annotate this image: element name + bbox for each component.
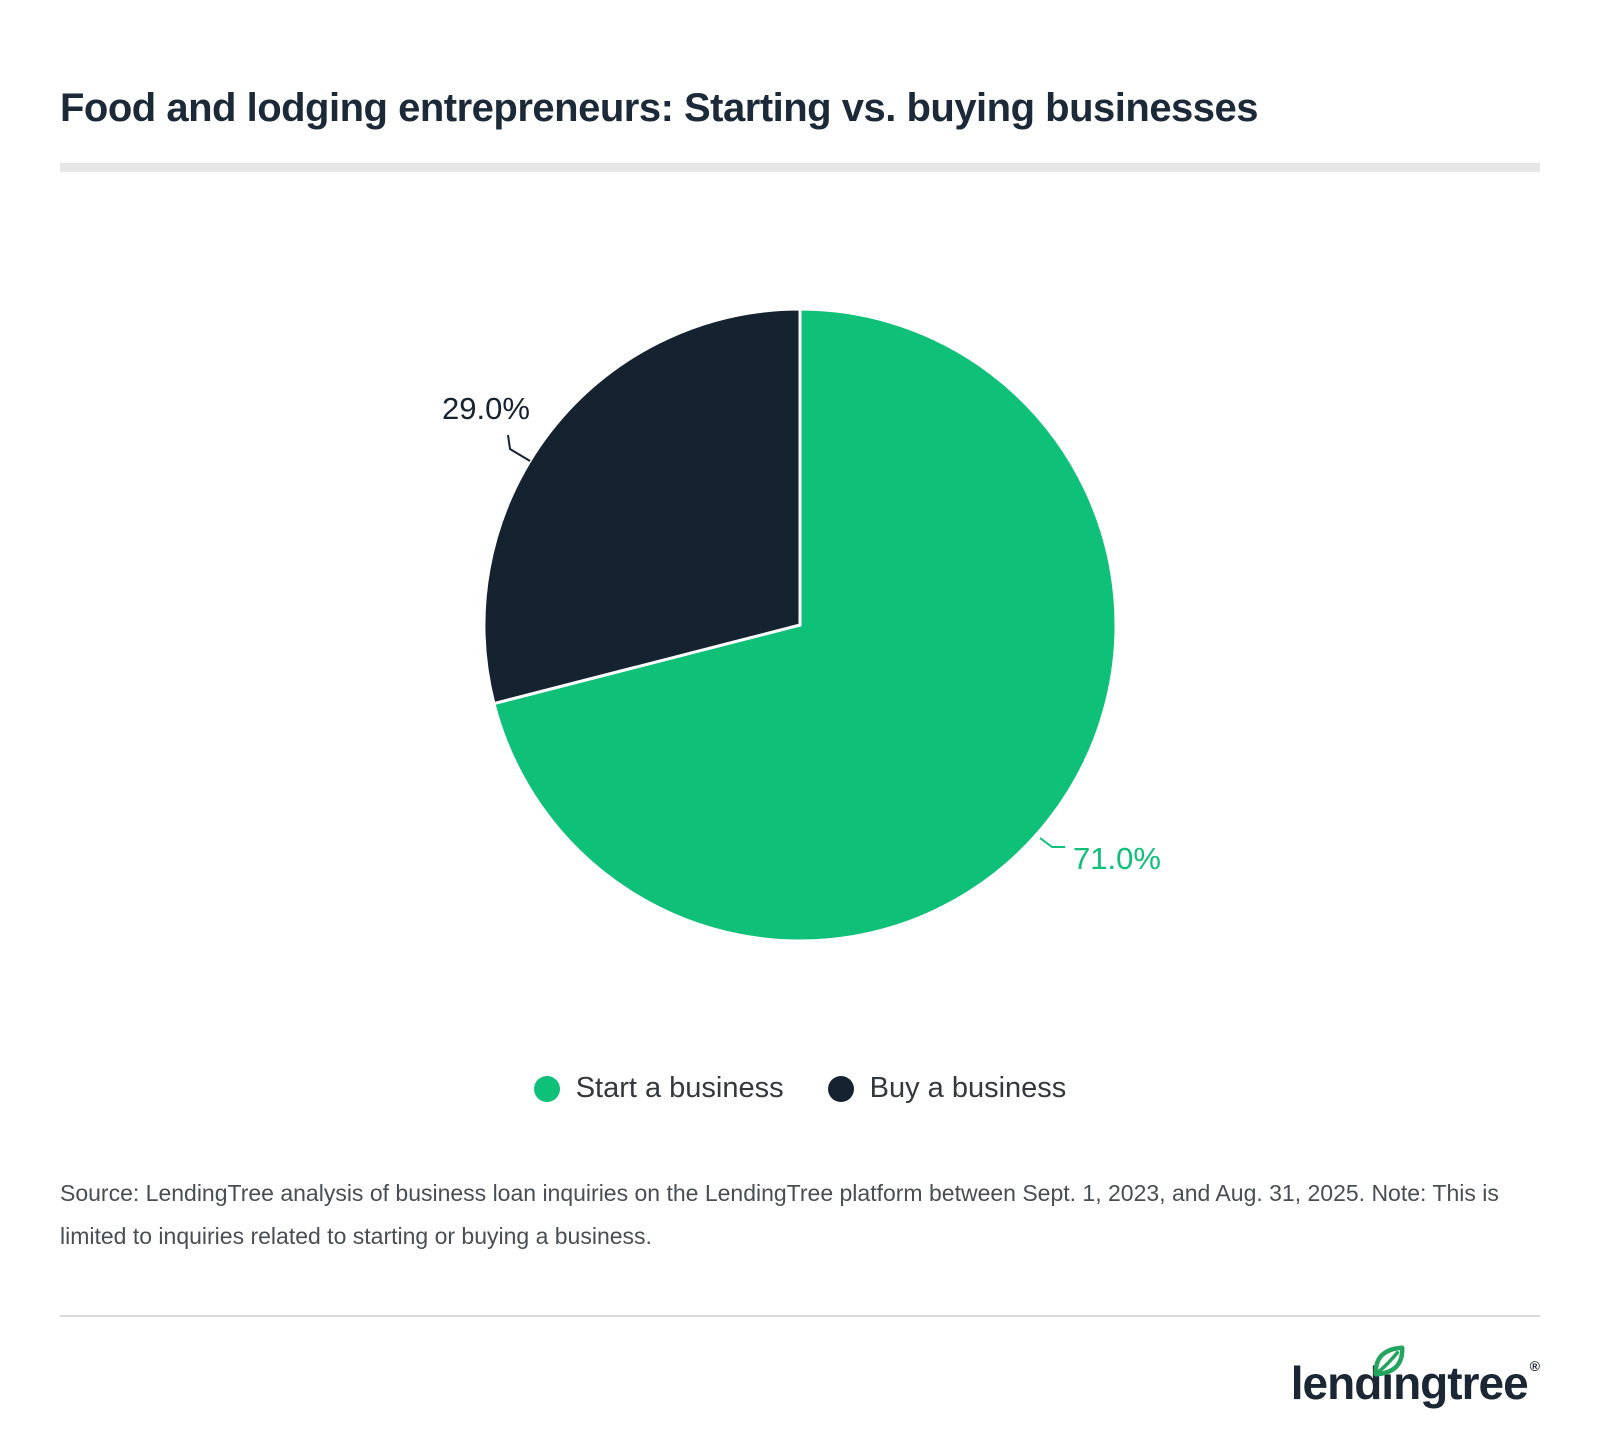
leaf-icon bbox=[1373, 1345, 1405, 1377]
lendingtree-logo: lendı ngtree ® bbox=[1291, 1345, 1540, 1409]
registered-trademark: ® bbox=[1529, 1358, 1540, 1374]
logo-i: ı bbox=[1373, 1345, 1405, 1406]
pie-data-label: 71.0% bbox=[1073, 841, 1161, 876]
legend-label-start: Start a business bbox=[575, 1072, 784, 1104]
legend-item-start-a-business: Start a business bbox=[533, 1072, 784, 1105]
lendingtree-wordmark: lendı ngtree bbox=[1291, 1345, 1529, 1409]
pie-slice bbox=[482, 307, 802, 706]
legend-dot-navy bbox=[827, 1075, 854, 1102]
source-note: Source: LendingTree analysis of business… bbox=[60, 1180, 1499, 1249]
pie-data-label: 29.0% bbox=[442, 391, 530, 426]
pie-chart: 71.0% 29.0% bbox=[442, 307, 1161, 943]
page-title: Food and lodging entrepreneurs: Starting… bbox=[60, 86, 1259, 130]
title-divider bbox=[60, 163, 1540, 172]
label-leader-line bbox=[1039, 837, 1065, 848]
pie-slice bbox=[492, 307, 1118, 943]
label-leader-line bbox=[507, 434, 531, 462]
footer-divider bbox=[60, 1315, 1540, 1317]
legend-dot-green bbox=[533, 1075, 560, 1102]
chart-legend: Start a business Buy a business bbox=[0, 1072, 1600, 1105]
legend-label-buy: Buy a business bbox=[869, 1072, 1067, 1104]
legend-item-buy-a-business: Buy a business bbox=[827, 1072, 1067, 1105]
